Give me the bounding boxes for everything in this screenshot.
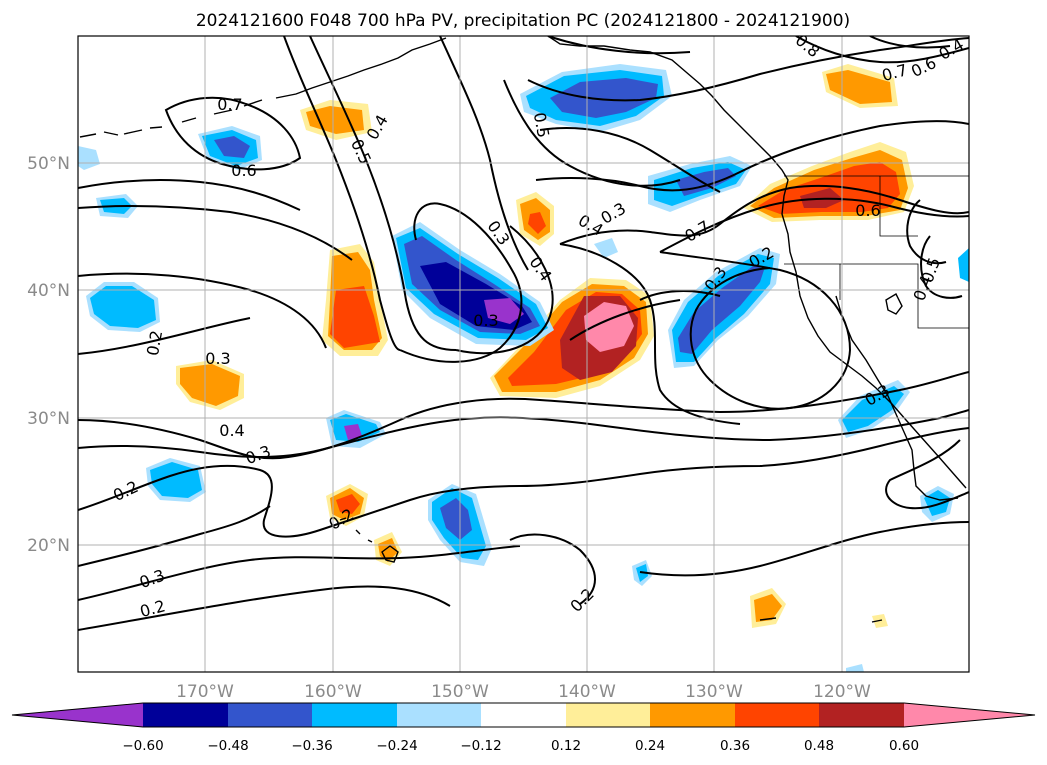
gridlines bbox=[78, 36, 969, 672]
colorbar-tick-label: −0.36 bbox=[291, 738, 332, 754]
colorbar-tick-labels: −0.60 −0.48 −0.36 −0.24 −0.12 0.12 0.24 … bbox=[122, 738, 919, 754]
contour-label: 0.5 bbox=[530, 111, 553, 139]
colorbar-segment bbox=[312, 703, 397, 727]
negative-anomaly-west bbox=[78, 146, 160, 332]
pv-contours bbox=[78, 36, 969, 631]
colorbar-extend-high bbox=[904, 703, 1035, 727]
colorbar-segment bbox=[819, 703, 904, 727]
negative-anomaly-168w-51n bbox=[198, 126, 262, 170]
longitude-labels: 170°W 160°W 150°W 140°W 130°W 120°W bbox=[176, 682, 871, 702]
colorbar-tick-label: −0.12 bbox=[460, 738, 501, 754]
lat-label: 30°N bbox=[27, 409, 70, 429]
negative-anomaly-east bbox=[838, 248, 969, 672]
colorbar-segment bbox=[397, 703, 481, 727]
contour-label: 0.3 bbox=[473, 311, 498, 330]
colorbar: −0.60 −0.48 −0.36 −0.24 −0.12 0.12 0.24 … bbox=[11, 702, 1036, 754]
colorbar-segment bbox=[566, 703, 650, 727]
colorbar-segment bbox=[228, 703, 312, 727]
colorbar-tick-label: −0.48 bbox=[207, 738, 248, 754]
lat-label: 40°N bbox=[27, 281, 70, 301]
colorbar-tick-label: 0.24 bbox=[635, 738, 665, 754]
lon-label: 170°W bbox=[176, 682, 234, 702]
latitude-labels: 50°N 40°N 30°N 20°N bbox=[27, 154, 70, 556]
contour-label: 0.4 bbox=[219, 421, 244, 440]
lat-label: 20°N bbox=[27, 536, 70, 556]
lat-label: 50°N bbox=[27, 154, 70, 174]
contour-label: 0.2 bbox=[143, 329, 166, 357]
colorbar-tick-label: −0.24 bbox=[376, 738, 417, 754]
colorbar-outline bbox=[11, 702, 1036, 728]
colorbar-segment bbox=[650, 703, 735, 727]
lon-label: 120°W bbox=[813, 682, 871, 702]
positive-anomaly-159w-38n bbox=[322, 244, 388, 356]
map-title: 2024121600 F048 700 hPa PV, precipitatio… bbox=[196, 11, 850, 31]
lon-label: 130°W bbox=[685, 682, 743, 702]
positive-anomaly-145w-44n bbox=[516, 192, 554, 246]
negative-anomaly-151w-40n bbox=[392, 222, 554, 346]
contour-label: 0.6 bbox=[231, 161, 256, 180]
colorbar-tick-label: 0.12 bbox=[551, 738, 581, 754]
colorbar-tick-label: −0.60 bbox=[122, 738, 163, 754]
contour-label: 0.7 bbox=[217, 95, 242, 114]
shading-layer bbox=[78, 64, 969, 672]
colorbar-segment bbox=[143, 703, 228, 727]
colorbar-extend-low bbox=[12, 703, 143, 727]
contour-label: 0.6 bbox=[855, 201, 880, 220]
contour-label: 0.3 bbox=[205, 349, 230, 368]
positive-anomaly-small bbox=[326, 484, 888, 628]
negative-anomaly-130w-38n bbox=[594, 156, 780, 368]
colorbar-tick-label: 0.48 bbox=[804, 738, 834, 754]
lon-label: 140°W bbox=[558, 682, 616, 702]
colorbar-tick-label: 0.60 bbox=[889, 738, 919, 754]
contour-labels: 0.7 0.6 0.4 0.5 0.5 0.8 0.7 0.6 0.4 0.2 … bbox=[110, 36, 967, 621]
positive-anomaly-140w-38n bbox=[490, 278, 654, 398]
colorbar-segment bbox=[735, 703, 819, 727]
lon-label: 160°W bbox=[304, 682, 362, 702]
colorbar-tick-label: 0.36 bbox=[720, 738, 750, 754]
map-frame bbox=[77, 35, 970, 673]
lon-label: 150°W bbox=[431, 682, 489, 702]
positive-anomaly-168w-33n bbox=[176, 360, 244, 410]
colorbar-segment bbox=[481, 703, 566, 727]
